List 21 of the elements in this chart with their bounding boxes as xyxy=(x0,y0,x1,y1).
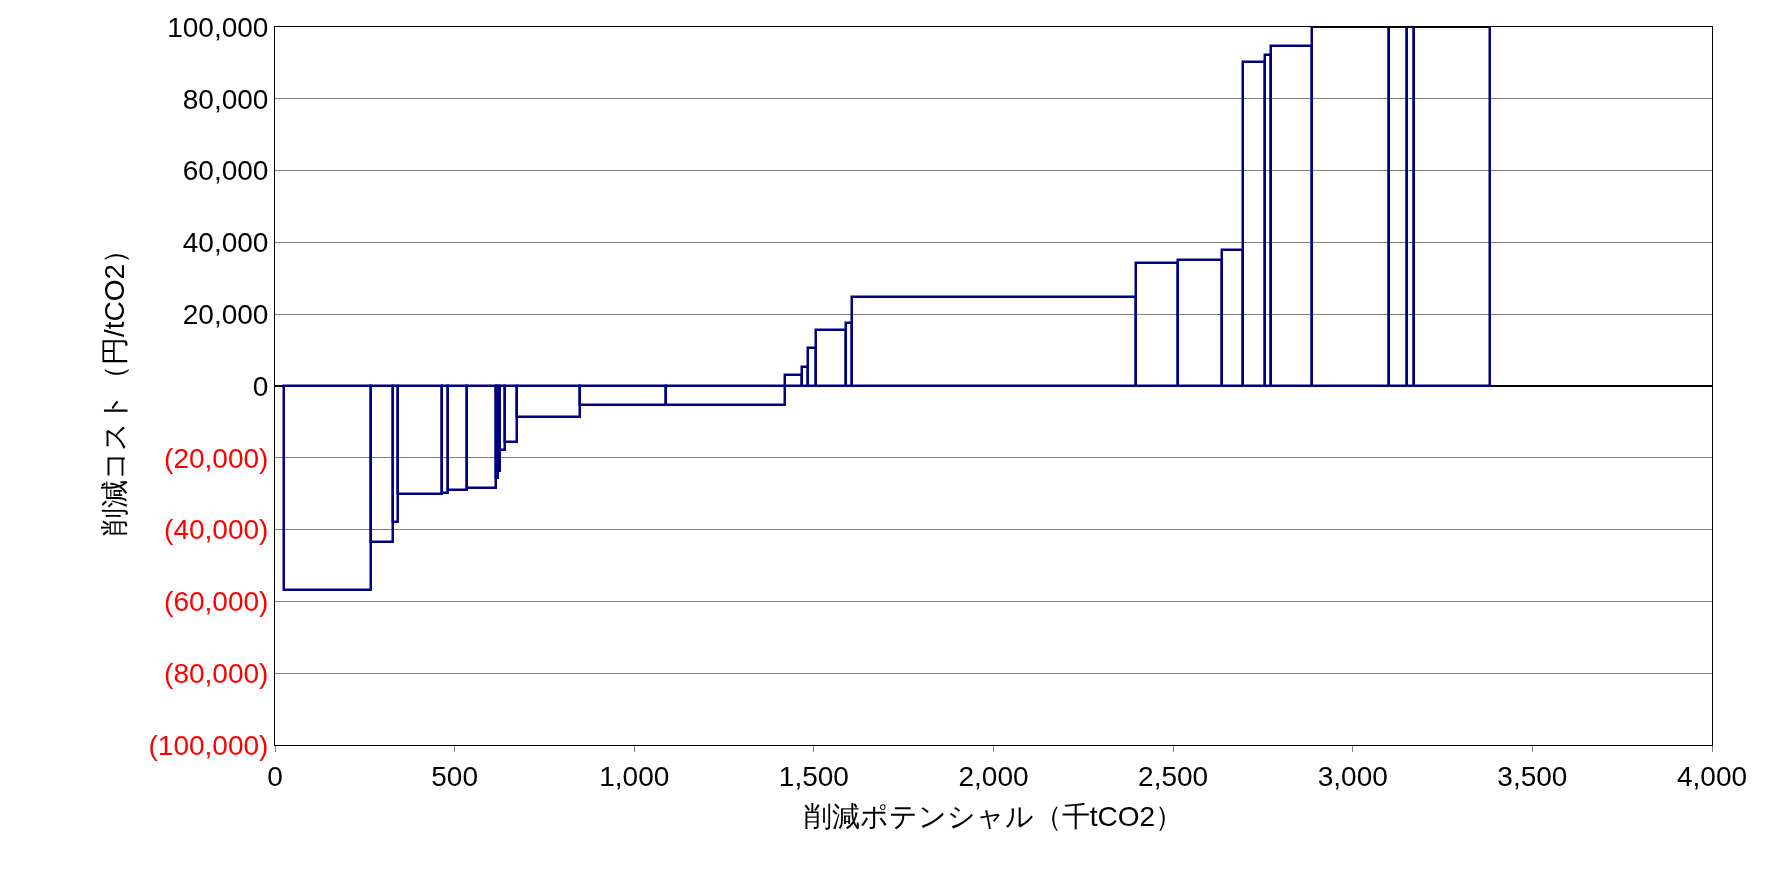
y-tick-label: (100,000) xyxy=(148,729,269,761)
x-tick-label: 2,000 xyxy=(958,760,1029,792)
x-axis-title: 削減ポテンシャル（千tCO2） xyxy=(803,800,1184,832)
y-tick-label: 0 xyxy=(252,370,269,402)
x-tick-label: 4,000 xyxy=(1676,760,1748,792)
x-tick-label: 2,500 xyxy=(1138,760,1209,792)
y-tick-label: (60,000) xyxy=(164,586,269,618)
y-axis-title: 削減コスト（円/tCO2） xyxy=(99,235,131,537)
y-tick-label: (40,000) xyxy=(164,514,269,546)
y-tick-label: 100,000 xyxy=(167,11,269,43)
y-tick-label: 40,000 xyxy=(182,227,269,259)
y-tick-label: (80,000) xyxy=(164,658,269,689)
y-tick-label: 80,000 xyxy=(182,83,269,115)
x-tick-label: 1,000 xyxy=(599,760,670,792)
x-tick-label: 3,000 xyxy=(1317,760,1388,792)
y-tick-label: 20,000 xyxy=(182,299,269,330)
x-tick-label: 1,500 xyxy=(778,760,849,792)
x-tick-label: 3,500 xyxy=(1497,760,1568,792)
y-tick-label: (20,000) xyxy=(164,442,269,474)
y-tick-label: 60,000 xyxy=(182,155,269,187)
x-tick-label: 500 xyxy=(431,760,478,792)
